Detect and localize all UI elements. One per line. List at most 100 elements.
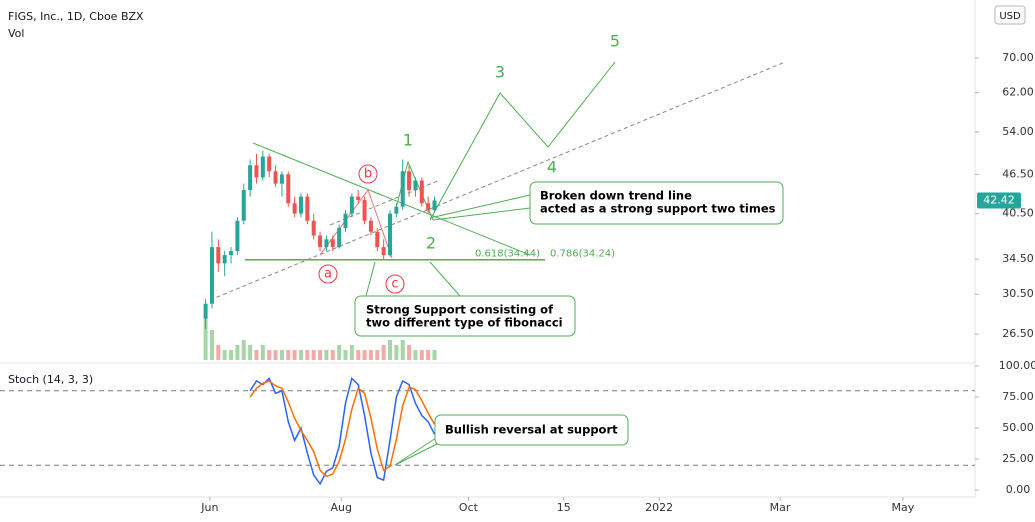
callout-box <box>434 414 629 446</box>
y-tick-label: 62.00 <box>1002 86 1034 99</box>
candle-body <box>362 199 367 221</box>
wave-path <box>394 160 434 221</box>
y-tick-label: 26.50 <box>1002 327 1034 340</box>
trend-channel <box>209 61 786 301</box>
volume-bar <box>426 350 431 360</box>
wave-projection <box>429 61 616 221</box>
candle-body <box>388 213 392 256</box>
volume-bar <box>337 345 342 360</box>
candle-body <box>216 247 221 264</box>
candle-body <box>267 156 272 172</box>
corrective-label: c <box>391 277 398 292</box>
y-tick-label: 30.50 <box>1002 287 1034 300</box>
candle-body <box>298 196 303 214</box>
candle-body <box>400 171 405 207</box>
chart-title: FIGS, Inc., 1D, Cboe BZX <box>8 10 144 23</box>
callout-line <box>365 261 376 297</box>
volume-bar <box>381 345 386 360</box>
candle-body <box>356 196 361 200</box>
volume-bar <box>229 350 234 360</box>
abc-path <box>319 188 393 259</box>
stoch-line <box>249 380 436 478</box>
volume-bar <box>273 350 278 360</box>
candle-body <box>318 235 323 248</box>
y-tick-label: 40.50 <box>1002 207 1034 220</box>
wave-label: 2 <box>426 234 436 253</box>
callout-text: acted as a strong support two times <box>540 202 776 216</box>
wave-label: 3 <box>495 63 505 82</box>
x-tick-label: Jun <box>200 501 218 514</box>
currency[interactable]: USD <box>999 11 1021 22</box>
corrective-label: a <box>324 267 332 282</box>
volume-bar <box>388 340 392 360</box>
y-tick-label: 46.50 <box>1002 167 1034 180</box>
volume-bar <box>343 350 348 360</box>
callout-line <box>429 194 531 219</box>
x-tick-label: 15 <box>557 501 571 514</box>
candle-body <box>413 180 418 191</box>
volume-bar <box>203 315 208 360</box>
currency-badge[interactable] <box>994 5 1026 25</box>
y-tick-label: 70.00 <box>1002 51 1034 64</box>
volume-bar <box>222 350 227 360</box>
fib-label: 0.786(34.24) <box>550 249 615 260</box>
price-tag-label: 42.42 <box>983 193 1015 206</box>
callout-box <box>354 295 576 337</box>
volume-bar <box>254 350 259 360</box>
volume-bar <box>292 350 297 360</box>
candle-body <box>407 171 412 191</box>
volume-bar <box>362 350 367 360</box>
volume-bar <box>267 350 272 360</box>
volume-bar <box>394 345 399 360</box>
candle-body <box>330 239 335 248</box>
volume-bar <box>324 350 329 360</box>
fib-label: 0.618(34.44) <box>475 249 540 260</box>
corrective-label: b <box>364 167 372 182</box>
wave-label: 4 <box>547 158 557 177</box>
callout-text: Strong Support consisting of <box>366 303 554 317</box>
y-tick-label: 75.00 <box>1002 390 1034 403</box>
candle-body <box>381 247 386 256</box>
candle-body <box>292 203 297 214</box>
volume-bar <box>286 350 291 360</box>
x-tick-label: Oct <box>459 501 479 514</box>
volume-bar <box>356 350 361 360</box>
volume-bar <box>235 345 240 360</box>
volume-bar <box>400 340 405 360</box>
volume-bar <box>216 345 221 360</box>
y-tick-label: 54.00 <box>1002 125 1034 138</box>
volume-bar <box>419 350 424 360</box>
volume-bar <box>349 345 354 360</box>
wave-circle <box>318 264 338 284</box>
indicator-label: Stoch (14, 3, 3) <box>8 373 93 386</box>
candle-body <box>337 228 342 248</box>
callout-text: Bullish reversal at support <box>445 423 618 437</box>
candle-body <box>286 174 291 204</box>
wave-label: 1 <box>403 131 413 150</box>
y-tick-label: 34.50 <box>1002 252 1034 265</box>
candle-body <box>426 203 431 211</box>
candle-body <box>343 213 348 229</box>
candle-body <box>375 231 380 248</box>
x-tick-label: May <box>892 501 915 514</box>
y-tick-label: 0.00 <box>1006 483 1031 496</box>
price-tag <box>977 192 1021 209</box>
candle-body <box>394 206 399 214</box>
candle-body <box>279 174 284 184</box>
stoch-line <box>249 376 436 486</box>
volume-bar <box>375 350 380 360</box>
callout-line <box>432 207 531 221</box>
volume-bar <box>432 350 437 360</box>
volume-bar <box>318 350 323 360</box>
candle-body <box>368 220 373 232</box>
volume-bar <box>407 345 412 360</box>
candle-body <box>349 196 354 214</box>
trend-line <box>252 142 531 256</box>
volume-label: Vol <box>8 27 24 40</box>
x-tick-label: 2022 <box>645 501 673 514</box>
candle-body <box>260 156 265 178</box>
candle-body <box>324 239 329 248</box>
volume-bar <box>368 350 373 360</box>
wave-label: 5 <box>610 32 620 51</box>
